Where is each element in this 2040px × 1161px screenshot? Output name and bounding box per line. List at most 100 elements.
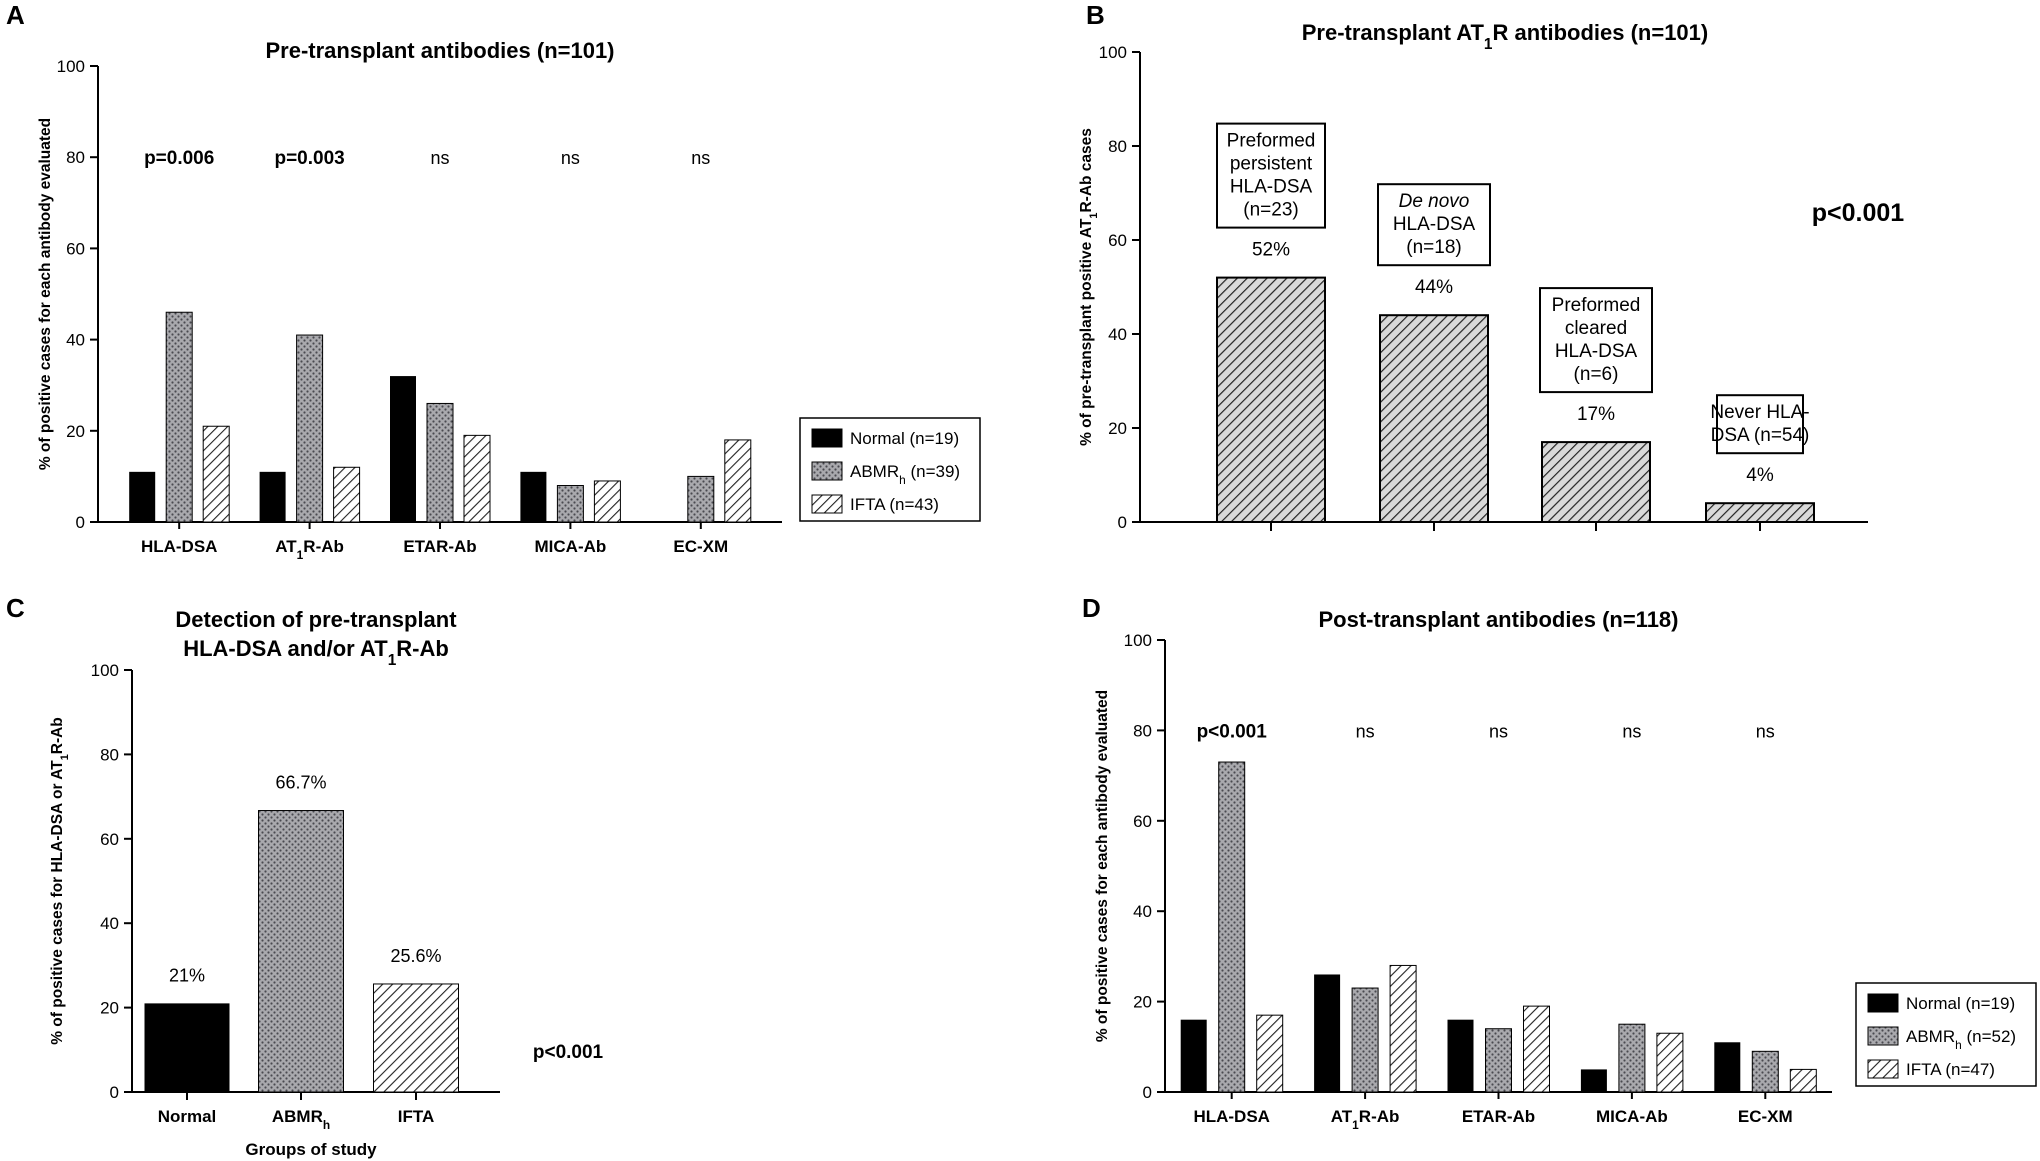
panel-a-category-label: AT1R-Ab: [275, 537, 344, 562]
panel-a-ytick-label: 0: [76, 513, 85, 532]
panel-d-bar-ifta: [1256, 1014, 1284, 1093]
panel-c-pvalue-label: p<0.001: [533, 1042, 604, 1063]
panel-a-bar-ifta: [724, 439, 752, 523]
panel-c-bar: [373, 983, 459, 1093]
panel-b-y-axis-label: % of pre-transplant positive AT1R-Ab cas…: [1078, 128, 1100, 446]
panel-b-group-box: [1539, 287, 1653, 394]
panel-a-pvalue-label: ns: [691, 148, 710, 168]
panel-d-ytick-label: 100: [1124, 631, 1152, 650]
panel-letter-a: A: [6, 0, 25, 30]
panel-a-bar-normal: [390, 376, 416, 522]
panel-a-category-label: EC-XM: [673, 537, 728, 556]
panel-d-pvalue-label: ns: [1356, 721, 1375, 741]
panel-b-bar: [1216, 276, 1326, 523]
panel-b-bar: [1379, 314, 1489, 524]
panel-a-pvalue-label: ns: [561, 148, 580, 168]
panel-a-title: Pre-transplant antibodies (n=101): [265, 38, 614, 63]
panel-d-category-label: MICA-Ab: [1596, 1107, 1668, 1126]
panel-b-bar: [1541, 441, 1651, 524]
panel-b-bar: [1705, 502, 1815, 524]
panel-a-ytick-label: 60: [66, 239, 85, 258]
panel-letter-d: D: [1082, 593, 1101, 623]
panel-d-bar-abmrh: [1485, 1028, 1512, 1093]
panel-a-ytick-label: 80: [66, 148, 85, 167]
panel-d-ytick-label: 40: [1133, 902, 1152, 921]
panel-b-value-label: 17%: [1577, 404, 1615, 425]
panel-b-ytick-label: 40: [1108, 325, 1127, 344]
panel-d-bar-ifta: [1523, 1005, 1550, 1093]
panel-b-ytick-label: 100: [1099, 43, 1127, 62]
panel-a-bar-normal: [259, 471, 286, 522]
panel-a-ytick-label: 20: [66, 422, 85, 441]
panel-b-value-label: 4%: [1746, 465, 1774, 486]
panel-c-value-label: 21%: [169, 965, 205, 985]
panel-b-value-label: 52%: [1252, 240, 1290, 261]
panel-d-bar-abmrh: [1218, 761, 1246, 1093]
panel-b-pvalue-label: p<0.001: [1812, 199, 1905, 227]
panel-a-bar-abmrh: [165, 311, 193, 523]
panel-b-ytick-label: 20: [1108, 419, 1127, 438]
panel-d-bar-abmrh: [1751, 1050, 1779, 1093]
panel-a-bar-ifta: [463, 434, 491, 523]
panel-b-group-box-line: Never HLA-: [1710, 402, 1809, 423]
panel-a-pvalue-label: p=0.006: [144, 148, 214, 169]
panel-b-group-box-line: HLA-DSA: [1230, 177, 1313, 198]
panel-d-pvalue-label: ns: [1622, 721, 1641, 741]
panel-d-legend-swatch: [1867, 1026, 1899, 1046]
panel-d-title: Post-transplant antibodies (n=118): [1318, 607, 1678, 632]
panel-a-bar-abmrh: [296, 334, 324, 523]
panel-a-legend-swatch: [811, 461, 843, 481]
panel-a-bar-normal: [129, 471, 156, 522]
panel-a-bar-abmrh: [556, 485, 584, 523]
panel-c-value-label: 66.7%: [275, 773, 326, 793]
panel-a-ytick-label: 40: [66, 331, 85, 350]
panel-d-legend-swatch: [1867, 1059, 1899, 1079]
panel-a-category-label: ETAR-Ab: [403, 537, 476, 556]
panel-c-title-line1: Detection of pre-transplant: [175, 607, 457, 632]
panel-d-category-label: HLA-DSA: [1193, 1107, 1270, 1126]
panel-a-category-label: HLA-DSA: [141, 537, 218, 556]
panel-d-ytick-label: 60: [1133, 812, 1152, 831]
panel-c-bar: [258, 810, 344, 1093]
panel-d-bar-abmrh: [1618, 1023, 1646, 1093]
panel-c-ytick-label: 80: [100, 745, 119, 764]
panel-d-bar-ifta: [1656, 1032, 1684, 1093]
panel-a-pvalue-label: ns: [430, 148, 449, 168]
panel-a-legend-swatch: [811, 494, 843, 514]
panel-d-bar-normal: [1580, 1069, 1607, 1092]
panel-c-category-label: Normal: [158, 1107, 217, 1126]
panel-a-legend-label: ABMRh (n=39): [850, 462, 960, 487]
panel-b-value-label: 44%: [1415, 277, 1453, 298]
panel-d-ytick-label: 20: [1133, 993, 1152, 1012]
panel-d-pvalue-label: p<0.001: [1197, 721, 1268, 742]
panel-b-group-box-line: De novo: [1399, 191, 1470, 212]
panel-c-ytick-label: 20: [100, 999, 119, 1018]
panel-a-bar-ifta: [202, 425, 230, 523]
panel-b-group-box-line: HLA-DSA: [1393, 214, 1476, 235]
chart-layer: A 0 20 40 60 80 100 HLA-DSA p=0.006 AT1R-Ab p=0.00…: [6, 0, 2037, 1159]
panel-b-title: Pre-transplant AT1R antibodies (n=101): [1302, 20, 1708, 53]
panel-a-legend-label: IFTA (n=43): [850, 495, 939, 514]
panel-c-ytick-label: 100: [91, 661, 119, 680]
panel-b-ytick-label: 0: [1118, 513, 1127, 532]
panel-c-ytick-label: 0: [110, 1083, 119, 1102]
panel-c-value-label: 25.6%: [390, 946, 441, 966]
panel-b-group-box-line: cleared: [1565, 318, 1627, 339]
panel-d-legend-label: Normal (n=19): [1906, 994, 2015, 1013]
panel-b-group-box: [1216, 122, 1326, 229]
panel-a-pvalue-label: p=0.003: [274, 148, 344, 169]
panel-a-bar-ifta: [333, 466, 361, 523]
panel-b-ytick-label: 60: [1108, 231, 1127, 250]
panel-a-ytick-label: 100: [57, 57, 85, 76]
panel-d-category-label: ETAR-Ab: [1462, 1107, 1535, 1126]
panel-c-y-axis-label: % of positive cases for HLA-DSA or AT1R-…: [49, 717, 71, 1045]
panel-a-category-label: MICA-Ab: [535, 537, 607, 556]
panel-d-ytick-label: 80: [1133, 721, 1152, 740]
panel-b-group-box-line: persistent: [1230, 154, 1313, 175]
panel-a-axes: 0 20 40 60 80 100: [57, 57, 782, 532]
panel-b-group-box-line: Preformed: [1552, 295, 1641, 316]
panel-a-legend-label: Normal (n=19): [850, 429, 959, 448]
panel-b-group-box: [1716, 394, 1804, 455]
panel-b-group-box: [1377, 183, 1491, 267]
panel-d-bar-normal: [1714, 1042, 1741, 1092]
